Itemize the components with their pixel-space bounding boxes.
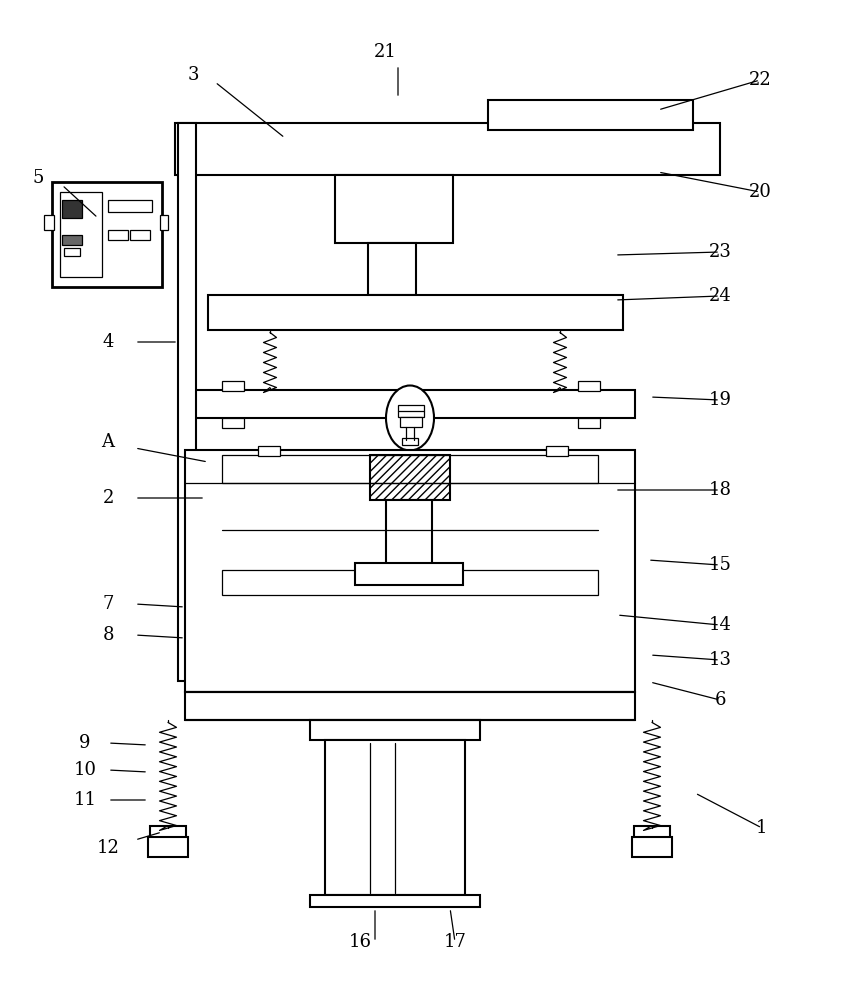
Ellipse shape — [386, 385, 434, 450]
Text: 2: 2 — [103, 489, 114, 507]
Bar — [222, 455, 598, 483]
Bar — [634, 826, 670, 838]
Text: 7: 7 — [103, 595, 114, 613]
Bar — [222, 418, 244, 428]
Bar — [44, 215, 54, 230]
Bar — [64, 248, 80, 256]
Bar — [310, 895, 480, 907]
Text: 5: 5 — [32, 169, 44, 187]
Bar — [335, 175, 453, 243]
Bar — [208, 295, 623, 330]
Text: 4: 4 — [103, 333, 114, 351]
Bar — [488, 100, 693, 130]
Bar — [60, 192, 102, 277]
Bar — [185, 692, 635, 720]
Bar — [310, 720, 480, 740]
Text: 12: 12 — [97, 839, 120, 857]
Bar — [258, 446, 280, 456]
Text: 3: 3 — [187, 66, 198, 84]
Text: 21: 21 — [374, 43, 396, 61]
Text: 9: 9 — [79, 734, 91, 752]
Bar — [62, 235, 82, 245]
Bar — [178, 123, 196, 681]
Text: 24: 24 — [709, 287, 731, 305]
Text: 19: 19 — [708, 391, 732, 409]
Text: 16: 16 — [349, 933, 371, 951]
Text: 15: 15 — [709, 556, 732, 574]
Bar — [108, 230, 128, 240]
Text: 20: 20 — [749, 183, 772, 201]
Bar — [185, 450, 635, 692]
Bar — [370, 455, 450, 500]
Bar — [185, 390, 635, 418]
Bar — [160, 215, 168, 230]
Text: 17: 17 — [444, 933, 466, 951]
Bar — [222, 381, 244, 391]
Bar — [130, 230, 150, 240]
Bar — [222, 570, 598, 595]
Bar — [400, 417, 422, 427]
Bar — [386, 500, 432, 565]
Bar — [632, 837, 672, 857]
Bar — [62, 200, 82, 218]
Bar — [398, 405, 424, 417]
Text: 18: 18 — [708, 481, 732, 499]
Bar — [148, 837, 188, 857]
Text: 11: 11 — [74, 791, 97, 809]
Text: 10: 10 — [74, 761, 97, 779]
Bar — [402, 438, 418, 445]
Text: 22: 22 — [749, 71, 772, 89]
Bar — [325, 740, 465, 895]
Bar — [355, 563, 463, 585]
Text: 14: 14 — [709, 616, 732, 634]
Bar — [368, 243, 416, 295]
Bar — [578, 418, 600, 428]
Text: 6: 6 — [714, 691, 726, 709]
Bar — [175, 123, 720, 175]
Bar — [108, 200, 152, 212]
Text: 8: 8 — [103, 626, 114, 644]
Text: 1: 1 — [756, 819, 767, 837]
Text: 13: 13 — [708, 651, 732, 669]
Text: 23: 23 — [709, 243, 732, 261]
Text: A: A — [102, 433, 114, 451]
Bar — [546, 446, 568, 456]
Bar — [150, 826, 186, 838]
Bar — [52, 182, 162, 287]
Bar — [578, 381, 600, 391]
